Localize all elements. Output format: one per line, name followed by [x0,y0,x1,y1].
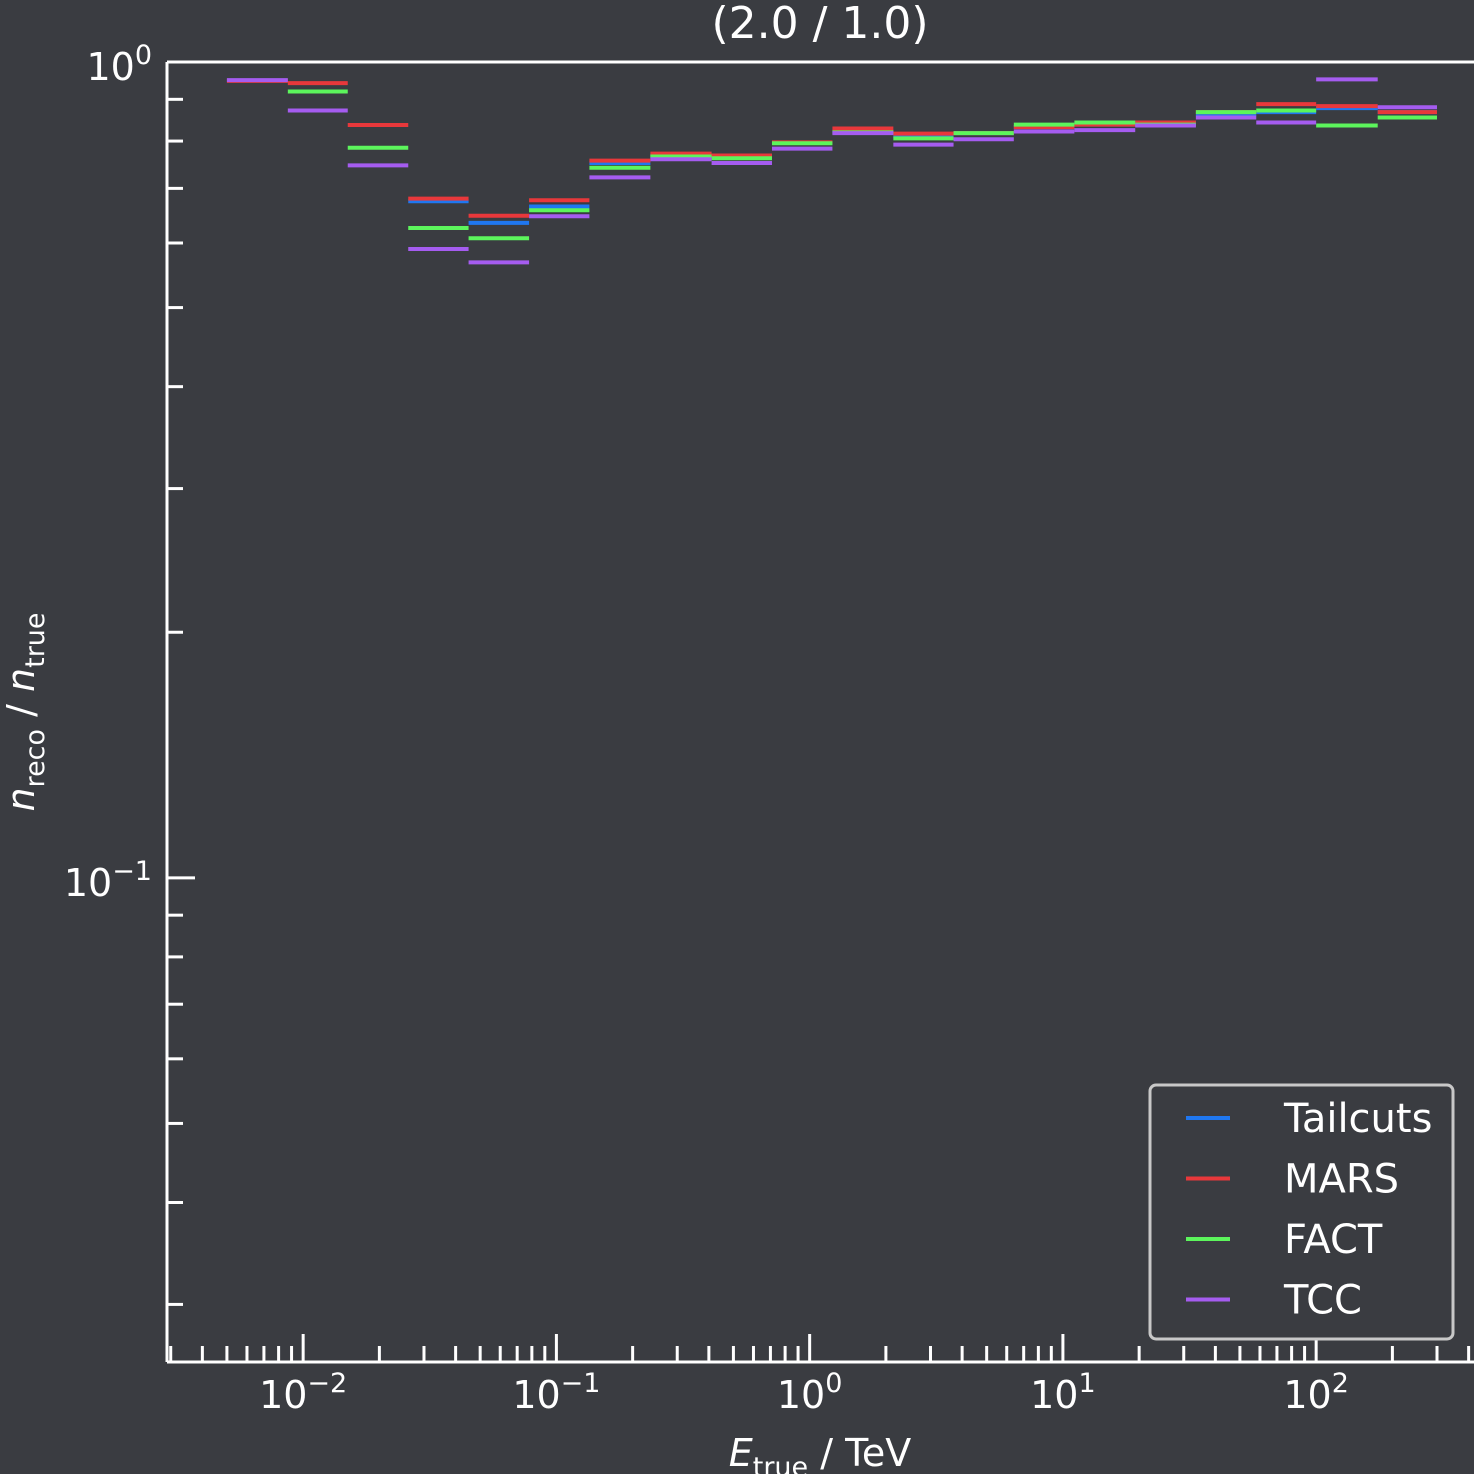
y-tick-label: 100 [86,40,152,89]
legend-label-mars: MARS [1284,1157,1399,1203]
x-tick-label: 101 [1030,1368,1096,1417]
x-tick-label: 10−1 [512,1368,600,1417]
y-axis-label: nreco / ntrue [0,612,51,811]
legend-label-tcc: TCC [1283,1278,1362,1324]
series-tcc [226,77,1437,265]
x-tick-label: 102 [1283,1368,1349,1417]
legend-label-tailcuts: Tailcuts [1283,1096,1432,1142]
legend: Tailcuts MARS FACT TCC [1148,1083,1455,1341]
series-mars [226,78,1437,218]
y-tick-label: 10−1 [64,856,152,905]
legend-label-fact: FACT [1284,1217,1383,1263]
axes: 10−2 10−1 100 101 102 100 10−1 [64,40,1474,1417]
x-tick-label: 100 [777,1368,843,1417]
legend-box [1148,1083,1455,1341]
x-tick-label: 10−2 [259,1368,347,1417]
series-layer [226,77,1437,265]
chart-title: (2.0 / 1.0) [711,0,928,49]
x-axis-label: Etrue / TeV [729,1431,912,1474]
